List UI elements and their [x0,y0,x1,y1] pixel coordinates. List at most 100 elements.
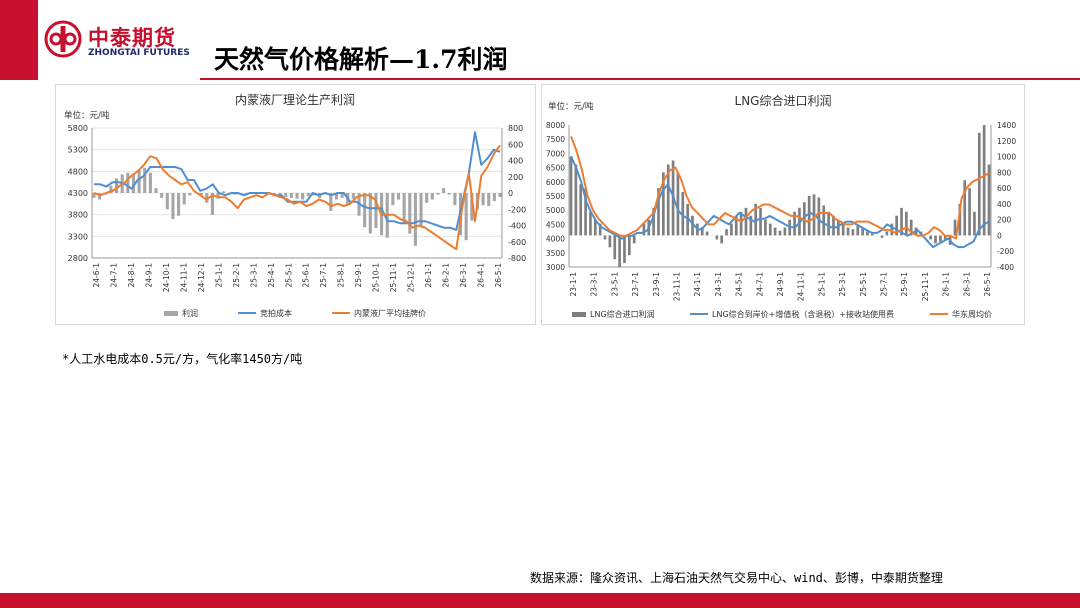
chart-title: LNG综合进口利润 [735,93,832,108]
x-tick-label: 25-9-1 [900,272,909,297]
y-left-tick-label: 5800 [68,124,88,133]
legend-label: 竞拍成本 [260,308,292,318]
bar-mark [464,193,468,241]
legend-label: 利润 [182,308,198,318]
bar-mark [425,193,429,203]
x-tick-label: 25-3-1 [838,272,847,297]
bar-mark [295,193,299,199]
x-tick-label: 25-3-1 [249,263,258,288]
bar-mark [137,170,141,193]
bar-mark [871,233,874,236]
bar-mark [126,172,130,193]
bottom-red-bar [0,593,1080,608]
left-red-bar [0,0,38,80]
bar-mark [832,215,835,236]
y-right-tick-label: 600 [997,184,1012,193]
y-left-tick-label: 7500 [546,135,565,144]
y-right-tick-label: 200 [997,216,1012,225]
bar-mark [700,227,704,236]
x-tick-label: 26-4-1 [477,263,486,288]
bar-mark [92,193,96,198]
x-tick-label: 24-7-1 [109,263,118,288]
bar-mark [109,185,113,193]
x-tick-label: 25-1-1 [214,263,223,288]
y-left-tick-label: 5500 [546,192,565,201]
y-right-tick-label: -600 [508,238,526,247]
page-title: 天然气价格解析—1.7利润 [214,45,508,74]
bar-mark [171,193,175,219]
bar-mark [953,219,957,236]
bar-mark [783,227,787,236]
bar-mark [705,231,709,236]
bar-mark [657,188,660,236]
bar-mark [982,125,986,236]
y-right-tick-label: -800 [508,254,526,263]
bar-mark [115,178,119,193]
x-tick-label: 24-9-1 [144,263,153,288]
unit-label: 单位：元/吨 [64,110,110,121]
bar-mark [301,193,305,200]
y-right-tick-label: 800 [997,168,1012,177]
bar-mark [734,215,738,236]
y-right-tick-label: 1200 [997,137,1016,146]
x-tick-label: 24-11-1 [797,272,806,301]
chart-panel-left: 内蒙液厂理论生产利润 单位：元/吨 5800 5300 4800 4300 3800 3300… [55,84,536,325]
legend-label: LNG综合进口利润 [590,309,655,319]
legend-label: LNG综合到岸价+增值税（含退税）+接收站使用费 [712,309,894,319]
bar-mark [374,193,378,228]
logo-text-cn: 中泰期货 [88,26,176,50]
x-tick-label: 25-7-1 [319,263,328,288]
y-left-tick-label: 3500 [546,249,565,258]
x-tick-label: 24-1-1 [693,272,702,297]
bar-mark [363,193,367,228]
bar-mark [340,193,344,198]
y-left-tick-label: 8000 [546,121,565,130]
x-tick-label: 26-2-1 [442,263,451,288]
y-left-tick-label: 2800 [68,254,88,263]
bar-mark [793,211,796,236]
bar-mark [498,193,502,198]
bar-mark [822,205,826,236]
bar-mark [368,193,372,234]
bar-mark [329,193,333,211]
bar-mark [929,235,933,240]
bar-mark [396,193,401,200]
bar-mark [306,193,310,197]
x-tick-label: 25-5-1 [859,272,868,297]
y-left-tick-label: 4800 [68,167,88,176]
legend-swatch [164,311,178,316]
y-left-tick-label: 3800 [68,211,88,220]
logo-text-en: ZHONGTAI FUTURES [88,48,190,58]
bar-mark [402,193,406,224]
chart-panel-right: LNG综合进口利润 单位：元/吨 8000 7500 7000 6500 6000 5500 5… [541,84,1025,325]
bar-mark [579,184,583,236]
bar-mark [977,132,981,236]
bar-mark [681,192,685,236]
chart-title: 内蒙液厂理论生产利润 [235,92,355,107]
bar-mark [569,156,573,236]
bar-mark [841,223,845,236]
bar-mark [880,235,884,238]
bar-mark [885,231,889,236]
bar-mark [165,193,169,210]
bar-mark [608,235,612,248]
y-left-tick-label: 6000 [546,178,565,187]
bar-mark [632,235,636,244]
bar-mark [768,223,772,236]
y-right-tick-label: 0 [508,189,513,198]
bar-mark [686,203,689,236]
bar-mark [720,235,724,244]
bar-mark [334,193,339,200]
bar-mark [131,173,136,193]
bar-mark [613,235,617,260]
x-tick-label: 25-4-1 [267,263,276,288]
y-right-tick-label: 1000 [997,153,1016,162]
bar-mark [662,172,665,236]
bar-mark [895,215,898,236]
bar-mark [856,225,860,236]
bar-mark [210,193,214,215]
bar-mark [827,211,830,236]
bar-mark [199,193,203,197]
bar-mark [851,229,855,236]
